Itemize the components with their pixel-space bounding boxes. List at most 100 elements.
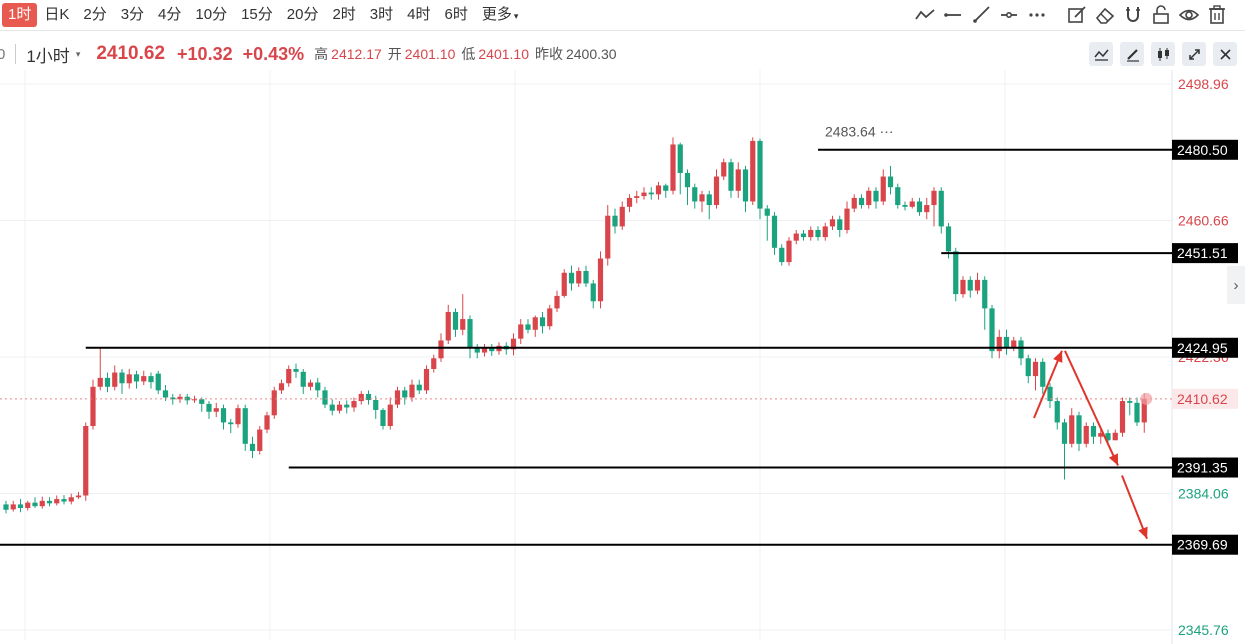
candle-126 [916,197,923,216]
expand-icon[interactable] [1182,42,1206,66]
timeframe-5[interactable]: 10分 [195,6,228,23]
candle-body [641,192,647,197]
horizontal-line-icon[interactable] [939,3,967,27]
candle-body [518,324,524,339]
candle-body [670,144,676,191]
timeframe-12[interactable]: 更多 ▾ [481,6,519,23]
unlock-icon[interactable] [1147,3,1175,27]
candle-body [699,194,705,202]
timeframe-8[interactable]: 2时 [332,6,356,23]
candle-body [460,319,466,330]
candle-151 [1098,429,1104,444]
side-expand-button[interactable]: › [1227,266,1245,304]
candle-body [438,340,444,359]
indicator-icon[interactable] [1089,42,1113,66]
eye-icon[interactable] [1175,3,1203,27]
candle-body [713,176,720,206]
candle-body [68,497,74,502]
timeframe-9[interactable]: 3时 [369,6,394,23]
candle-body [677,144,683,173]
magnet-icon[interactable] [1119,3,1147,27]
candle-body [837,219,843,230]
candle-30 [220,404,227,430]
candle-body [1105,433,1111,441]
candle-88 [641,187,647,200]
candle-57 [416,379,422,394]
period-caret-icon[interactable]: ▾ [75,48,81,59]
candle-2 [17,499,24,513]
candle-138 [1003,329,1010,355]
candle-body [126,374,132,384]
timeframe-10[interactable]: 4时 [407,6,431,23]
candle-body [177,396,183,400]
candle-47 [344,400,350,414]
candle-109 [793,229,799,245]
timeframe-2[interactable]: 2分 [83,6,107,23]
high-label: 高 [314,46,329,62]
candle-67 [489,344,495,356]
candle-type-icon[interactable] [1151,42,1175,66]
candle-body [931,190,937,206]
candle-99 [721,158,727,181]
candle-body [1076,415,1082,444]
candle-10 [75,491,82,500]
ray-icon[interactable] [967,3,995,27]
close-icon[interactable] [1213,42,1237,66]
timeframe-1[interactable]: 日K [44,6,70,23]
eraser-icon[interactable] [1091,3,1119,27]
timeframe-0[interactable]: 1时 [2,3,38,27]
timeframe-toolbar: 1时 日K 2分 3分 4分 10分 15分 20分 2时 3时 4时 6时 更多 ▾ [0,0,1245,31]
timeframe-6[interactable]: 15分 [241,6,273,23]
price-box-label: 2391.35 [1177,460,1228,476]
candle-119 [866,187,872,209]
timeframe-7[interactable]: 20分 [286,6,319,23]
candle-73 [532,315,538,337]
forecast-arrows-layer [1033,350,1148,540]
high-annotation: 2483.64 ⋯ [825,124,894,140]
trash-icon[interactable] [1203,3,1231,27]
trend-line-icon[interactable] [911,3,939,27]
timeframe-3[interactable]: 3分 [120,6,145,23]
candle-29 [213,402,219,418]
candle-body [735,169,741,191]
pen-icon[interactable] [1120,42,1144,66]
more-caret-icon: ▾ [513,11,519,21]
candle-body [895,187,901,206]
candle-127 [924,197,930,220]
candle-54 [394,386,401,409]
candle-28 [206,401,212,419]
candle-body [452,311,459,330]
candle-14 [104,372,111,393]
timeframe-11[interactable]: 6时 [444,6,468,23]
candle-100 [728,158,734,198]
candle-body [692,187,698,202]
candle-body [39,500,45,507]
candle-139 [1011,336,1017,352]
horizontal-ray-icon[interactable] [995,3,1023,27]
period-selector[interactable]: 1小时 [26,46,70,66]
candle-body [481,347,488,353]
edit-icon[interactable] [1063,3,1091,27]
timeframe-4[interactable]: 4分 [158,6,182,23]
candle-106 [771,212,778,255]
price-box-bg [1172,534,1238,555]
candle-25 [184,393,190,405]
candle-83 [605,205,611,266]
candle-118 [858,194,865,209]
candle-body [380,409,386,426]
quote-info-bar: 0 1小时 ▾ 2410.62 +10.32 +0.43% 高 2412.17 … [0,40,1245,68]
low-label: 低 [461,46,476,62]
candle-145 [1054,397,1060,430]
candle-body [590,283,596,302]
more-dots-icon[interactable] [1023,3,1051,27]
candle-body [104,377,111,387]
candle-body [974,279,981,291]
candle-70 [510,333,517,356]
candle-body [597,258,604,302]
candle-body [1127,401,1133,403]
candle-79 [576,267,582,288]
candle-body [655,185,662,195]
candle-59 [431,354,437,373]
candle-body [967,279,973,291]
